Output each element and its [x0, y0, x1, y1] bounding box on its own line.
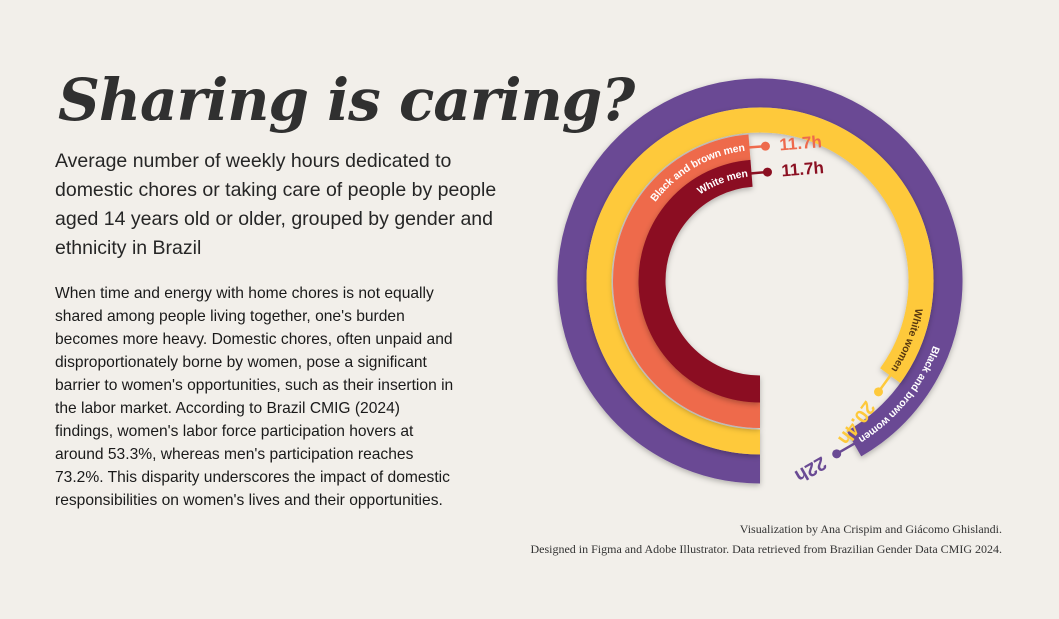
leader-dot-black-and-brown-women	[832, 449, 842, 459]
ring-black-and-brown-men	[613, 134, 761, 428]
page-subtitle: Average number of weekly hours dedicated…	[55, 150, 497, 259]
body-paragraph: When time and energy with home chores is…	[55, 285, 454, 509]
chart-rings	[557, 78, 963, 484]
ring-black-and-brown-women	[557, 78, 963, 484]
credit-line-1: Visualization by Ana Crispim and Giácomo…	[739, 522, 1002, 536]
leader-dot-white-men	[762, 167, 772, 177]
leader-dot-black-and-brown-men	[760, 141, 770, 151]
page-title: Sharing is caring?	[58, 66, 635, 134]
credit-line-2: Designed in Figma and Adobe Illustrator.…	[530, 542, 1002, 556]
ring-white-women	[586, 107, 934, 455]
value-label-white-men: 11.7h	[781, 158, 825, 180]
value-label-black-and-brown-men: 11.7h	[779, 132, 823, 154]
value-label-black-and-brown-women: 22h	[791, 452, 830, 487]
ring-white-men	[638, 159, 761, 403]
credits: Visualization by Ana Crispim and Giácomo…	[530, 519, 1002, 559]
leader-dot-white-women	[873, 387, 883, 397]
